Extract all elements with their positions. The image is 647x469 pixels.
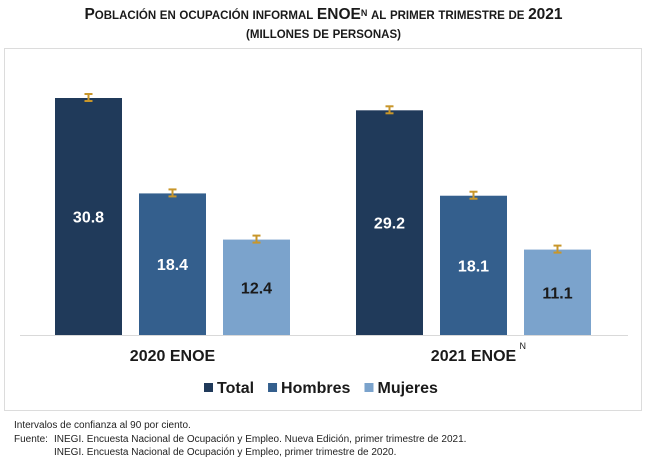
title-prefix: POBLACIÓN EN OCUPACIÓN INFORMAL	[84, 6, 314, 23]
legend-label-total: Total	[217, 380, 254, 397]
chart-title: POBLACIÓN EN OCUPACIÓN INFORMAL ENOEN AL…	[0, 6, 647, 44]
legend-label-mujeres: Mujeres	[377, 380, 438, 397]
chart-title-line1: POBLACIÓN EN OCUPACIÓN INFORMAL ENOEN AL…	[0, 6, 647, 25]
legend-swatch-mujeres	[364, 383, 374, 392]
source-text-1: INEGI. Encuesta Nacional de Ocupación y …	[54, 433, 467, 445]
legend-swatch-total	[204, 383, 213, 392]
bar-hombres-0	[139, 193, 206, 335]
data-label-hombres-1: 18.1	[458, 258, 489, 275]
title-suffix: AL PRIMER TRIMESTRE DE	[370, 10, 525, 22]
chart-notes: Intervalos de confianza al 90 por ciento…	[14, 419, 466, 460]
bar-mujeres-1	[524, 249, 591, 335]
legend-swatch-hombres	[268, 383, 278, 392]
source-line-2: INEGI. Encuesta Nacional de Ocupación y …	[54, 447, 397, 458]
source-line-1: Fuente: INEGI. Encuesta Nacional de Ocupa…	[14, 433, 466, 447]
bar-mujeres-0	[223, 239, 290, 335]
confidence-note: Intervalos de confianza al 90 por ciento…	[14, 420, 191, 431]
data-label-total-0: 30.8	[73, 210, 104, 227]
bar-total-0	[55, 98, 122, 335]
category-label-1: 2021 ENOE	[431, 348, 517, 365]
title-brand: ENOE	[316, 6, 361, 23]
title-brand-superscript: N	[360, 8, 368, 18]
bar-hombres-1	[440, 195, 507, 335]
source-label: Fuente:	[14, 433, 48, 445]
category-label-0: 2020 ENOE	[130, 348, 216, 365]
chart-subtitle: (MILLONES DE PERSONAS)	[246, 29, 401, 41]
data-label-total-1: 29.2	[374, 216, 405, 233]
data-label-hombres-0: 18.4	[157, 257, 188, 274]
data-label-mujeres-1: 11.1	[542, 285, 572, 302]
legend-label-hombres: Hombres	[281, 380, 350, 397]
title-year: 2021	[528, 6, 563, 23]
bar-total-1	[356, 110, 423, 335]
data-label-mujeres-0: 12.4	[241, 280, 272, 297]
category-superscript-1: N	[520, 341, 527, 351]
